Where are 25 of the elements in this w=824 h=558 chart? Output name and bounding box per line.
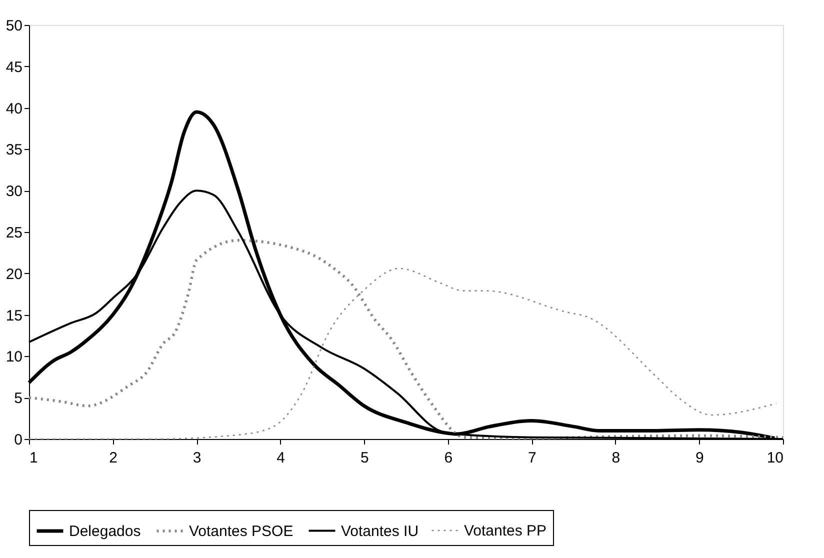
x-tick-label: 9	[696, 450, 704, 466]
x-tick-label: 5	[360, 450, 369, 466]
y-tick-label: 5	[14, 390, 22, 408]
y-tick-label: 30	[6, 183, 22, 200]
y-tick-label: 50	[6, 18, 22, 34]
legend-label: Votantes PP	[464, 522, 547, 540]
x-tick-label: 6	[444, 450, 453, 466]
x-tick-label: 4	[276, 450, 286, 466]
y-tick-label: 45	[6, 58, 22, 76]
x-tick-label: 2	[109, 450, 118, 466]
y-tick-label: 10	[6, 348, 22, 366]
x-tick-label: 10	[766, 450, 784, 466]
x-tick-label: 8	[612, 450, 620, 466]
y-tick-label: 20	[6, 266, 22, 283]
x-tick-label: 3	[192, 450, 202, 466]
legend-label: Votantes PSOE	[189, 523, 294, 540]
y-tick-label: 40	[6, 100, 22, 118]
x-tick-label: 7	[528, 450, 536, 466]
legend-label: Votantes IU	[341, 522, 419, 540]
y-tick-label: 0	[14, 432, 22, 448]
legend-label: Delegados	[69, 523, 141, 540]
y-tick-label: 35	[6, 142, 22, 159]
y-tick-label: 15	[6, 307, 22, 324]
y-tick-label: 25	[6, 224, 22, 242]
x-tick-label: 1	[30, 450, 38, 466]
